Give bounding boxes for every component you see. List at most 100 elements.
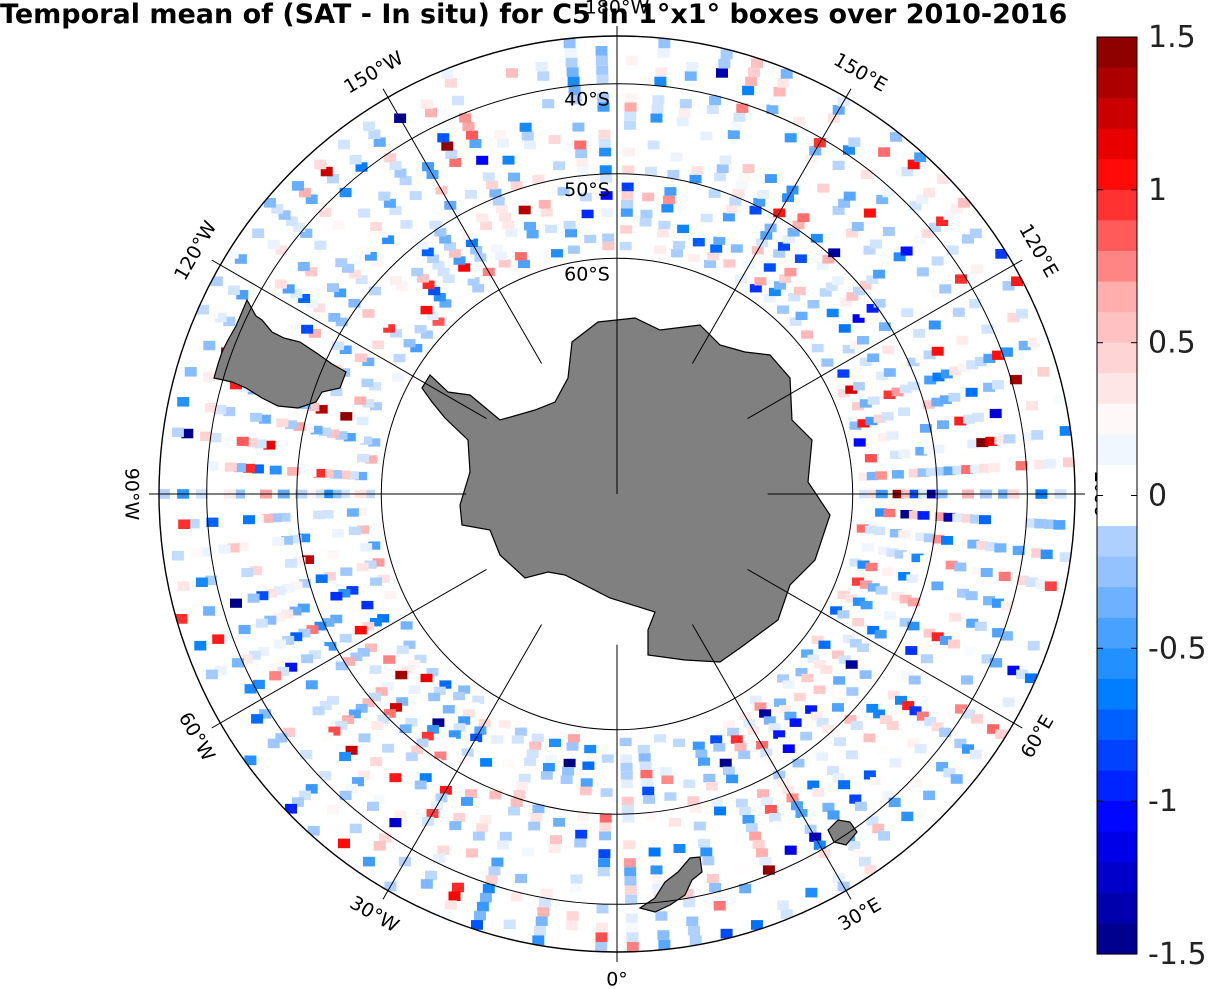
anomaly-cell (948, 392, 961, 402)
colorbar-bin (1097, 312, 1137, 344)
anomaly-cell (277, 666, 290, 676)
anomaly-cell (867, 396, 880, 405)
anomaly-cell (320, 166, 333, 177)
anomaly-cell (376, 228, 389, 238)
anomaly-cell (256, 591, 269, 601)
anomaly-cell (540, 888, 553, 899)
anomaly-cell (683, 779, 696, 789)
anomaly-cell (205, 403, 218, 413)
anomaly-cell (505, 228, 518, 238)
anomaly-cell (937, 420, 949, 430)
anomaly-cell (624, 885, 637, 895)
colorbar-bin (1097, 709, 1137, 741)
anomaly-cell (730, 121, 743, 131)
anomaly-cell (779, 705, 792, 714)
anomaly-cell (236, 436, 249, 446)
anomaly-cell (389, 773, 402, 783)
anomaly-cell (289, 534, 302, 544)
anomaly-cell (491, 857, 504, 867)
anomaly-cell (357, 648, 370, 657)
anomaly-cell (267, 738, 280, 749)
anomaly-cell (730, 244, 743, 253)
anomaly-cell (596, 74, 609, 84)
anomaly-cell (289, 606, 302, 616)
anomaly-cell (572, 122, 585, 132)
anomaly-cell (924, 717, 937, 727)
anomaly-cell (540, 771, 553, 780)
lon-label: 60°E (1017, 711, 1059, 762)
anomaly-cell (801, 649, 814, 658)
anomaly-cell (563, 38, 576, 49)
anomaly-cell (745, 76, 758, 87)
anomaly-cell (250, 566, 263, 576)
anomaly-cell (777, 900, 790, 910)
anomaly-cell (595, 942, 608, 952)
anomaly-cell (981, 654, 994, 664)
anomaly-cell (845, 228, 858, 238)
anomaly-cell (332, 529, 345, 538)
anomaly-cell (626, 55, 639, 66)
anomaly-cell (257, 646, 270, 657)
anomaly-cell (212, 634, 225, 644)
anomaly-cell (976, 438, 989, 448)
anomaly-cell (708, 189, 721, 198)
anomaly-cell (327, 695, 339, 705)
anomaly-cell (420, 305, 433, 315)
anomaly-cell (362, 357, 375, 367)
anomaly-cell (339, 187, 352, 198)
anomaly-cell (970, 464, 983, 474)
anomaly-cell (241, 568, 254, 578)
anomaly-cell (420, 879, 433, 889)
anomaly-cell (580, 778, 593, 787)
colorbar-bin (1097, 770, 1137, 802)
anomaly-cell (797, 213, 810, 223)
anomaly-cell (983, 382, 996, 392)
anomaly-cell (373, 841, 386, 851)
anomaly-cell (598, 129, 611, 139)
anomaly-cell (671, 249, 683, 258)
anomaly-cell (305, 267, 318, 277)
anomaly-cell (973, 650, 986, 660)
anomaly-cell (469, 139, 482, 149)
anomaly-cell (676, 117, 689, 127)
anomaly-cell (485, 875, 498, 885)
anomaly-cell (939, 727, 952, 737)
anomaly-cell (247, 593, 260, 603)
anomaly-cell (214, 405, 227, 415)
anomaly-cell (621, 779, 634, 789)
anomaly-cell (414, 780, 427, 790)
anomaly-cell (689, 935, 702, 946)
anomaly-cell (1021, 431, 1034, 441)
anomaly-cell (898, 449, 911, 458)
anomaly-cell (515, 873, 528, 884)
anomaly-cell (312, 201, 325, 211)
anomaly-cell (575, 829, 588, 839)
anomaly-cell (805, 887, 818, 898)
anomaly-cell (738, 750, 751, 759)
anomaly-cell (1007, 312, 1020, 323)
anomaly-cell (754, 702, 767, 711)
anomaly-cell (251, 714, 264, 724)
anomaly-cell (526, 749, 539, 758)
graticule (149, 26, 1085, 962)
anomaly-cell (209, 432, 222, 443)
anomaly-cell (693, 821, 706, 831)
anomaly-cell (873, 414, 886, 423)
anomaly-cell (1059, 552, 1072, 562)
lon-label: 150°E (830, 49, 891, 97)
anomaly-cell (282, 583, 295, 593)
anomaly-cell (568, 86, 581, 96)
anomaly-cell (243, 463, 255, 473)
anomaly-cell (258, 414, 271, 424)
anomaly-cell (420, 673, 433, 683)
anomaly-cell (764, 174, 777, 183)
anomaly-cell (970, 264, 983, 274)
anomaly-cell (620, 771, 633, 780)
anomaly-cell (302, 424, 314, 433)
anomaly-cell (405, 752, 418, 762)
colorbar-bin (1097, 37, 1137, 69)
anomaly-cell (177, 581, 190, 591)
anomaly-cell (714, 806, 726, 816)
anomaly-cell (491, 244, 504, 253)
anomaly-cell (177, 397, 190, 407)
